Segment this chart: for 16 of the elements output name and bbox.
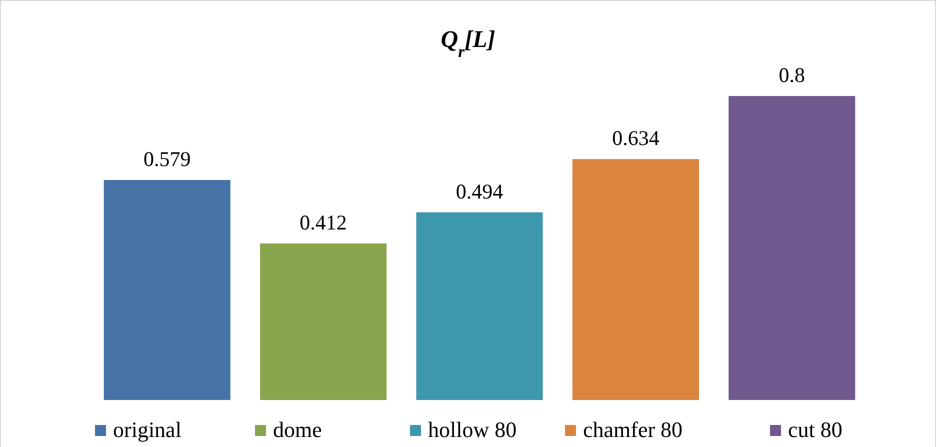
data-label: 0.634 [612, 126, 660, 150]
data-label: 0.579 [143, 146, 191, 171]
x-tick-label: cut 80 [788, 417, 842, 442]
x-tick-label: hollow 80 [428, 417, 517, 442]
bar [416, 212, 543, 400]
bar [728, 96, 856, 400]
bar [104, 180, 230, 400]
x-tick-label: chamfer 80 [583, 417, 683, 442]
x-tick-label: original [113, 417, 182, 442]
data-label: 0.412 [300, 210, 347, 234]
chart-title: Q$_{r}$[L] [440, 27, 496, 60]
x-tick-label: dome [273, 417, 322, 442]
bar [572, 159, 699, 400]
data-label: 0.8 [778, 63, 806, 87]
data-label: 0.494 [456, 179, 504, 204]
bar [260, 243, 387, 400]
